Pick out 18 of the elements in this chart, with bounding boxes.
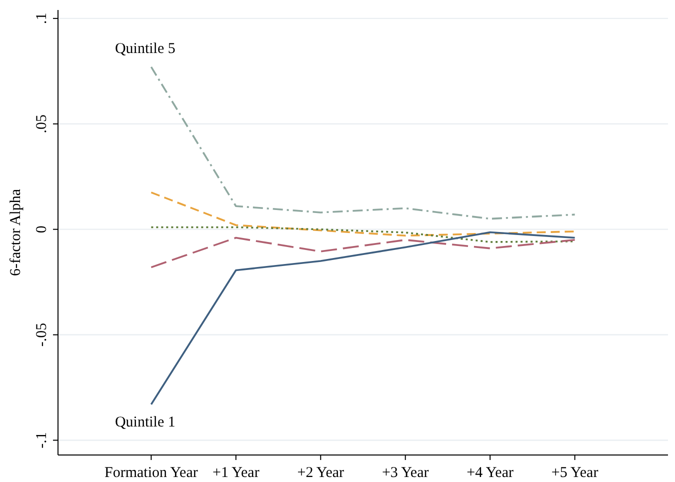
y-tick-label: -.05: [34, 322, 50, 347]
y-tick-label: .1: [34, 12, 50, 24]
series-label: Quintile 5: [114, 40, 176, 57]
y-tick-label: .05: [34, 114, 50, 134]
line-series: [150, 66, 576, 220]
x-tick-label: +5 Year: [551, 465, 598, 481]
x-tick-label: +1 Year: [212, 465, 260, 481]
x-tick-label: +2 Year: [297, 465, 344, 481]
x-tick-label: +3 Year: [382, 465, 429, 481]
x-tick-label: +4 Year: [466, 465, 514, 481]
line-series: [150, 231, 576, 406]
y-tick-label: 0: [34, 226, 50, 234]
line-series: [150, 236, 576, 268]
y-axis-title: 6-factor Alpha: [8, 188, 24, 276]
series-label: Quintile 1: [114, 414, 176, 430]
line-series: [150, 192, 576, 237]
y-tick-label: -.1: [34, 432, 50, 448]
x-tick-label: Formation Year: [104, 465, 198, 481]
